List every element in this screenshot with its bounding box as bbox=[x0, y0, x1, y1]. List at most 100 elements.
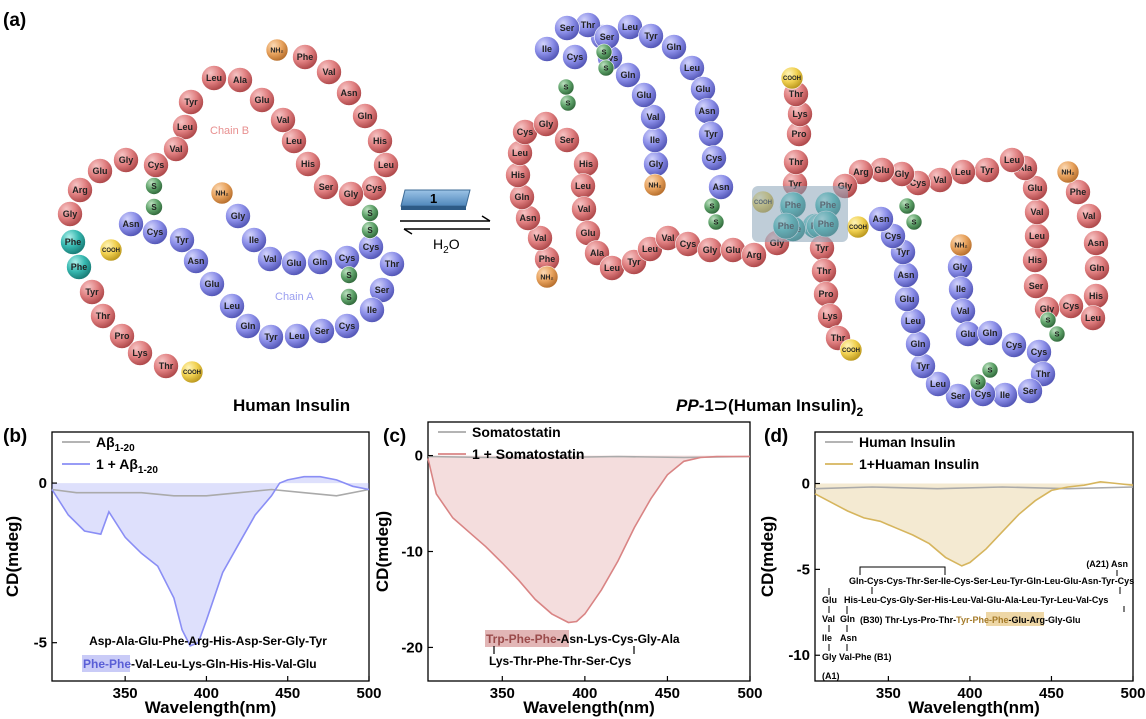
bead-b18-val: Val bbox=[163, 136, 189, 162]
bead-b19-cys-label: Cys bbox=[148, 160, 165, 170]
complex1-a14-tyr: Tyr bbox=[638, 23, 664, 49]
chain-b-label: Chain B bbox=[210, 125, 249, 137]
complex2-a7-cys-label: Cys bbox=[1031, 347, 1048, 357]
legend-entry-2: 1 + Somatostatin bbox=[472, 446, 584, 462]
complex1-a16-leu: Leu bbox=[679, 55, 705, 81]
cooh-terminal-b: COOH bbox=[180, 360, 204, 384]
plot-frame bbox=[51, 431, 370, 682]
complex1-disulfide-s6: S bbox=[707, 213, 725, 231]
abeta-sequence-line2: Phe-Phe-Val-Leu-Lys-Gln-His-His-Val-Glu bbox=[83, 657, 317, 671]
complex2-b18-val-label: Val bbox=[933, 175, 946, 185]
complex1-b21-glu: Glu bbox=[720, 237, 746, 263]
complex1-cooh-b: COOH bbox=[780, 66, 804, 90]
complex2-disulfide-s3-label: S bbox=[1045, 316, 1050, 325]
complex1-a8-thr-label: Thr bbox=[581, 20, 596, 30]
x-axis-label: Wavelength(nm) bbox=[145, 698, 277, 717]
complex2-a9-ser-label: Ser bbox=[1023, 386, 1038, 396]
bead-a4-glu-label: Glu bbox=[287, 258, 302, 268]
complex2-b12-val-label: Val bbox=[1030, 207, 1043, 217]
tyr-phe-phe-highlight bbox=[986, 612, 1044, 626]
complex2-b2-val: Val bbox=[1076, 203, 1102, 229]
complex1-a21-asn-label: Asn bbox=[712, 182, 729, 192]
complex2-a1-gly-label: Gly bbox=[953, 262, 968, 272]
complex1-disulfide-s5: S bbox=[703, 197, 721, 215]
disulfide-s6-label: S bbox=[346, 293, 352, 302]
somatostatin-sequence-line1: Trp-Phe-Phe-Asn-Lys-Cys-Gly-Ala bbox=[486, 632, 680, 646]
complex1-a15-gln-label: Gln bbox=[667, 42, 682, 52]
complex1-disulfide-s2-label: S bbox=[565, 99, 570, 108]
complex2-a16-leu: Leu bbox=[900, 308, 926, 334]
complex2-b9-ser: Ser bbox=[1023, 273, 1049, 299]
complex1-b27-thr: Thr bbox=[783, 149, 809, 175]
complex2-a11-cys-label: Cys bbox=[975, 389, 992, 399]
complex2-a2-ile-label: Ile bbox=[956, 284, 966, 294]
legend-subscript: 1-20 bbox=[138, 465, 158, 476]
bead-a10-ile: Ile bbox=[359, 297, 385, 323]
insulin-chain-a-seq: Gln-Cys-Cys-Thr-Ser-Ile-Cys-Ser-Leu-Tyr-… bbox=[849, 576, 1134, 586]
complex2-b30-thr-label: Thr bbox=[831, 333, 846, 343]
complex2-a13-leu-label: Leu bbox=[930, 379, 946, 389]
bead-b3-asn-label: Asn bbox=[340, 88, 357, 98]
complex2-b26-tyr-label: Tyr bbox=[815, 243, 829, 253]
complex2-a4-glu: Glu bbox=[955, 321, 981, 347]
complex2-b19-cys-label: Cys bbox=[910, 178, 927, 188]
bead-b21-glu: Glu bbox=[87, 158, 113, 184]
bead-a18-asn: Asn bbox=[183, 248, 209, 274]
bead-b18-val-label: Val bbox=[169, 144, 182, 154]
bead-b25-phe: Phe bbox=[66, 254, 92, 280]
complex2-b27-thr-label: Thr bbox=[817, 266, 832, 276]
bead-b7-cys-label: Cys bbox=[366, 183, 383, 193]
bead-a9-ser-label: Ser bbox=[375, 285, 390, 295]
complex2-a6-cys-label: Cys bbox=[1006, 340, 1023, 350]
complex2-nh2-a-label: NH₂ bbox=[954, 243, 967, 250]
bead-b9-ser-label: Ser bbox=[319, 182, 334, 192]
complex2-b5-his-label: His bbox=[1089, 291, 1103, 301]
complex2-b1-phe: Phe bbox=[1065, 179, 1091, 205]
disulfide-s1: S bbox=[145, 177, 163, 195]
abeta-seq-rest: -Val-Leu-Lys-Gln-His-His-Val-Glu bbox=[131, 657, 317, 671]
cd-chart-somatostatin: 350 400 450 500 0 -10 -20 Wavelength(nm) CD(mdeg… bbox=[373, 421, 763, 717]
bead-b13-glu: Glu bbox=[249, 87, 275, 113]
bead-b26-tyr-label: Tyr bbox=[85, 287, 99, 297]
series-area-fill bbox=[428, 455, 750, 623]
complex1-b18-val: Val bbox=[655, 225, 681, 251]
nh2-terminal-a-label: NH₂ bbox=[215, 191, 228, 198]
complex1-disulfide-s3-label: S bbox=[601, 48, 606, 57]
bead-b24-phe: Phe bbox=[60, 229, 86, 255]
complex1-b2-val: Val bbox=[527, 225, 553, 251]
bead-b5-his: His bbox=[367, 128, 393, 154]
panel-label-b: (b) bbox=[3, 426, 27, 447]
complex1-b14-ala-label: Ala bbox=[590, 248, 605, 258]
disulfide-s5-label: S bbox=[346, 271, 352, 280]
water-o: O bbox=[449, 236, 460, 252]
complex1-nh2-a-label: NH₂ bbox=[648, 183, 661, 190]
x-tick-label: 500 bbox=[737, 685, 762, 702]
disulfide-s3: S bbox=[361, 204, 379, 222]
cd-chart-abeta: 350 400 450 500 0 -5 Wavelength(nm) CD(mdeg) Aβ1… bbox=[3, 431, 382, 717]
bead-b27-thr-label: Thr bbox=[96, 311, 111, 321]
bead-a5-gln: Gln bbox=[307, 249, 333, 275]
bead-a2-ile: Ile bbox=[241, 227, 267, 253]
cooh-terminal-b-label: COOH bbox=[183, 370, 201, 376]
bead-b6-leu: Leu bbox=[373, 152, 399, 178]
complex1-disulfide-s5-label: S bbox=[709, 202, 714, 211]
bead-b14-ala: Ala bbox=[227, 67, 253, 93]
legend-subscript: 1-20 bbox=[115, 443, 135, 454]
complex1-cooh-b-label: COOH bbox=[783, 76, 801, 82]
complex2-b15-leu-label: Leu bbox=[1004, 155, 1020, 165]
complex2-b23-gly-label: Gly bbox=[838, 181, 853, 191]
complex2-b9-ser-label: Ser bbox=[1029, 281, 1044, 291]
complex1-a3-val: Val bbox=[640, 104, 666, 130]
complex1-a12-ser-label: Ser bbox=[600, 32, 615, 42]
complex2-b14-ala-label: Ala bbox=[1018, 163, 1033, 173]
complex2-a2-ile: Ile bbox=[948, 276, 974, 302]
bead-a3-val-label: Val bbox=[263, 254, 276, 264]
complex1-a5-gln-label: Gln bbox=[621, 70, 636, 80]
y-tick-label: -20 bbox=[401, 639, 423, 656]
complex2-a9-ser: Ser bbox=[1017, 378, 1043, 404]
complex1-a2-ile: Ile bbox=[642, 127, 668, 153]
complex2-disulfide-s4: S bbox=[1048, 325, 1066, 343]
complex2-b27-thr: Thr bbox=[811, 258, 837, 284]
complex1-b22-arg: Arg bbox=[741, 242, 767, 268]
complex2-b7-cys-label: Cys bbox=[1063, 301, 1080, 311]
